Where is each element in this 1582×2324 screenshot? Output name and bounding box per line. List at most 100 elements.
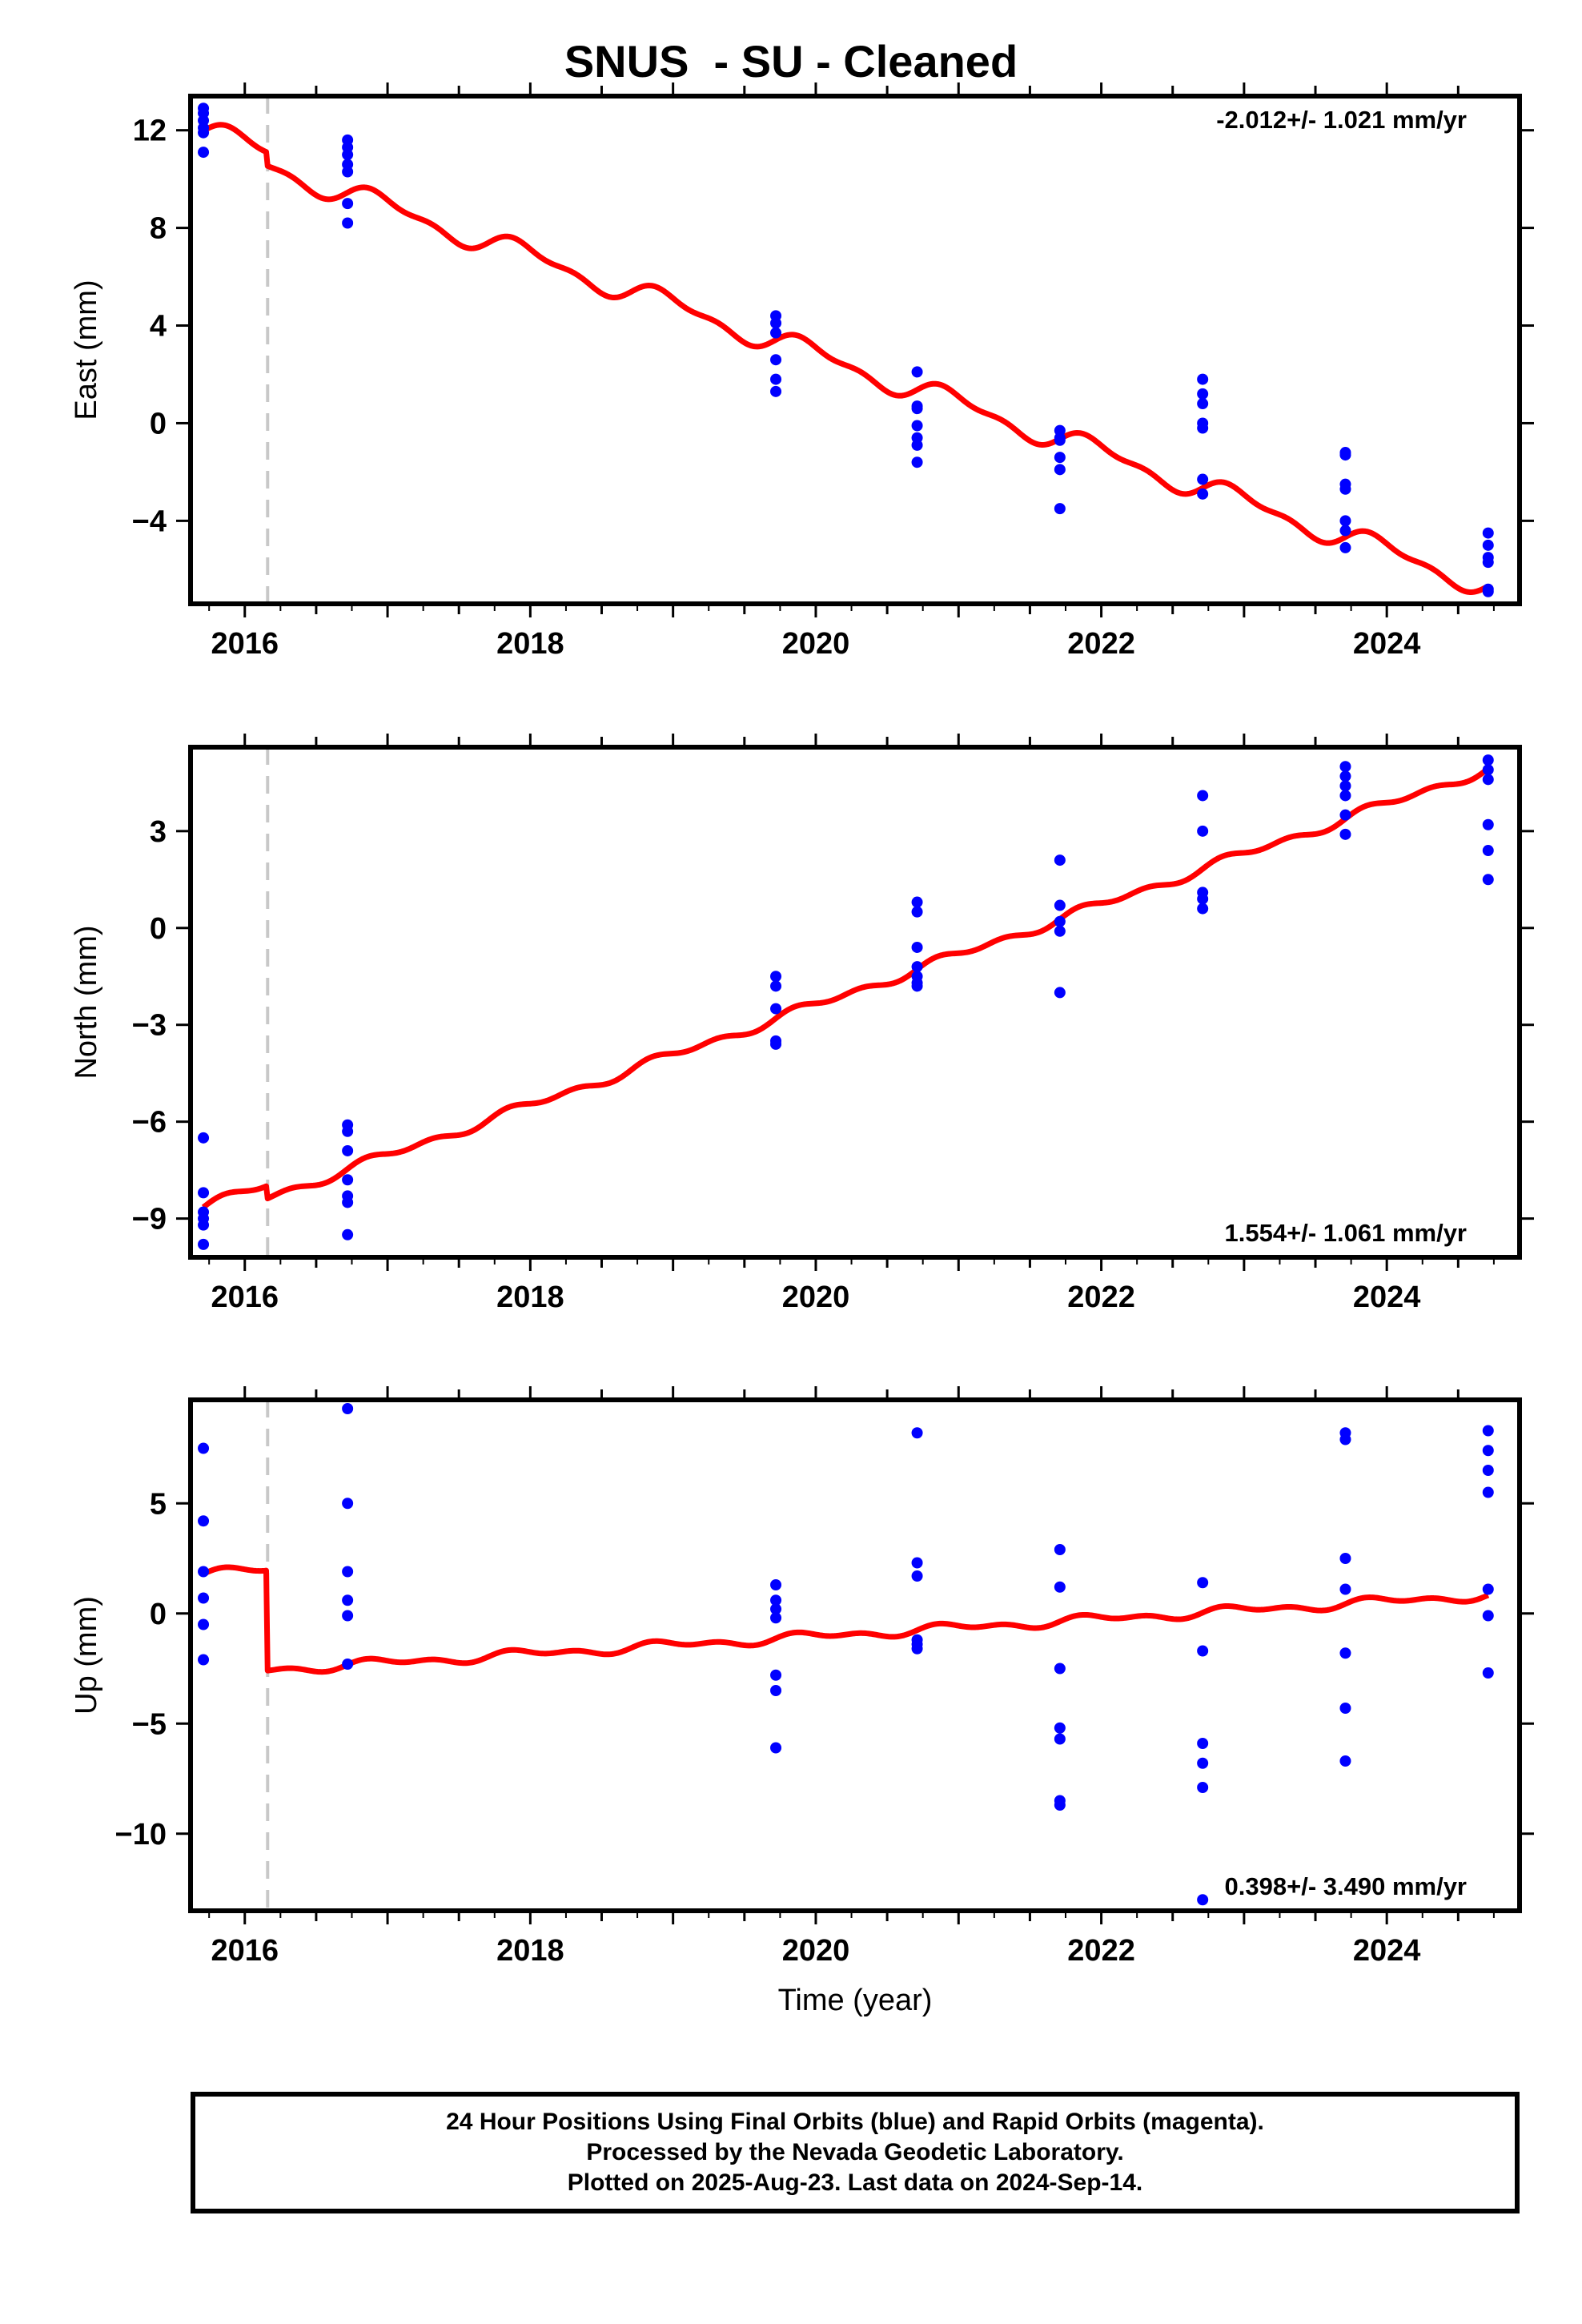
data-point <box>342 1174 354 1186</box>
x-tick-label: 2020 <box>782 627 850 661</box>
data-point <box>1482 845 1494 857</box>
data-point <box>911 896 923 908</box>
data-point <box>1482 527 1494 539</box>
data-point <box>911 906 923 918</box>
data-point <box>911 1557 923 1569</box>
data-point <box>1197 1782 1209 1793</box>
data-point <box>1482 1583 1494 1595</box>
footer-line-1: 24 Hour Positions Using Final Orbits (bl… <box>446 2109 1264 2135</box>
data-point <box>1197 398 1209 410</box>
data-point <box>911 1642 923 1655</box>
data-point <box>1054 1799 1066 1811</box>
data-point <box>911 456 923 468</box>
data-point <box>911 439 923 451</box>
data-point <box>342 149 354 161</box>
data-point <box>1339 770 1351 782</box>
x-tick-label: 2022 <box>1067 1934 1135 1968</box>
data-point <box>1339 483 1351 495</box>
data-point <box>1339 1433 1351 1445</box>
up-panel: 2016 2018 2020 2022 2024 5 0 −5 −10 Up (mm) 0.398+… <box>70 1386 1534 2017</box>
data-point <box>770 1742 782 1754</box>
data-point <box>1054 1581 1066 1593</box>
data-point <box>342 1566 354 1578</box>
rate-annotation: 0.398+/- 3.490 mm/yr <box>1225 1872 1467 1900</box>
footer-line-3: Plotted on 2025-Aug-23. Last data on 202… <box>567 2169 1143 2196</box>
data-point <box>198 147 210 159</box>
data-point <box>1482 539 1494 551</box>
data-point <box>1054 434 1066 446</box>
data-point <box>1197 1894 1209 1906</box>
data-point <box>198 1219 210 1231</box>
y-tick-label: 3 <box>150 815 167 849</box>
data-point <box>1339 1755 1351 1767</box>
data-point <box>1054 1544 1066 1555</box>
data-point <box>342 1610 354 1622</box>
data-point <box>1197 388 1209 400</box>
data-point <box>342 166 354 178</box>
data-point <box>1482 774 1494 786</box>
data-point <box>1339 761 1351 773</box>
data-point <box>1482 1486 1494 1498</box>
data-point <box>1339 1583 1351 1595</box>
data-point <box>1197 1577 1209 1589</box>
y-tick-label: 0 <box>150 912 167 946</box>
data-point <box>198 1442 210 1454</box>
data-point <box>1339 525 1351 537</box>
data-point <box>1339 828 1351 840</box>
data-point <box>198 1238 210 1250</box>
y-tick-label: −4 <box>132 505 167 538</box>
data-point <box>342 1196 354 1208</box>
data-point <box>1482 1465 1494 1476</box>
y-tick-label: 12 <box>133 115 167 148</box>
data-point <box>342 1125 354 1137</box>
x-tick-label: 2016 <box>211 1281 279 1314</box>
x-tick-label: 2024 <box>1353 627 1421 661</box>
data-point <box>1197 1645 1209 1657</box>
plot-frame <box>188 745 1522 1260</box>
figure-title: SNUS - SU - Cleaned <box>564 36 1018 86</box>
plots-svg: 2016 2018 2020 2022 2024 12 8 4 0 −4 East (mm) -2.0… <box>70 82 1534 2017</box>
y-tick-label: 0 <box>150 1598 167 1631</box>
data-point <box>770 317 782 329</box>
east-panel: 2016 2018 2020 2022 2024 12 8 4 0 −4 East (mm) -2.0… <box>70 82 1534 661</box>
data-point <box>1054 899 1066 911</box>
data-point <box>1482 764 1494 776</box>
data-point <box>342 1403 354 1414</box>
y-tick-label: −5 <box>132 1707 167 1741</box>
data-point <box>1197 825 1209 837</box>
data-point <box>911 980 923 992</box>
x-tick-label: 2018 <box>496 1281 564 1314</box>
plot-frame <box>188 1397 1522 1913</box>
y-tick-label: −9 <box>132 1203 167 1236</box>
data-point <box>770 354 782 366</box>
y-tick-label: −10 <box>115 1818 167 1852</box>
data-point <box>1054 1722 1066 1734</box>
data-point <box>1339 809 1351 821</box>
y-tick-label: 8 <box>150 212 167 246</box>
north-panel: 2016 2018 2020 2022 2024 3 0 −3 −6 −9 North (mm) 1.… <box>70 734 1534 1314</box>
data-point <box>198 1187 210 1199</box>
data-point <box>911 1427 923 1439</box>
data-point <box>1054 915 1066 927</box>
data-point <box>770 971 782 983</box>
data-point <box>1197 473 1209 485</box>
model-curve <box>201 766 1490 1210</box>
data-point <box>198 1592 210 1604</box>
y-tick-label: −6 <box>132 1106 167 1140</box>
data-point <box>770 1669 782 1681</box>
data-point <box>1054 925 1066 937</box>
x-tick-label: 2022 <box>1067 627 1135 661</box>
data-point <box>1197 790 1209 802</box>
data-point <box>770 1003 782 1015</box>
data-point <box>1054 452 1066 464</box>
data-point <box>1482 754 1494 766</box>
data-point <box>770 385 782 397</box>
data-point <box>342 1228 354 1240</box>
data-point <box>1197 422 1209 434</box>
data-point <box>342 217 354 229</box>
data-point <box>911 403 923 415</box>
data-point <box>770 1685 782 1696</box>
y-tick-label: 4 <box>150 310 167 344</box>
data-point <box>198 1654 210 1666</box>
